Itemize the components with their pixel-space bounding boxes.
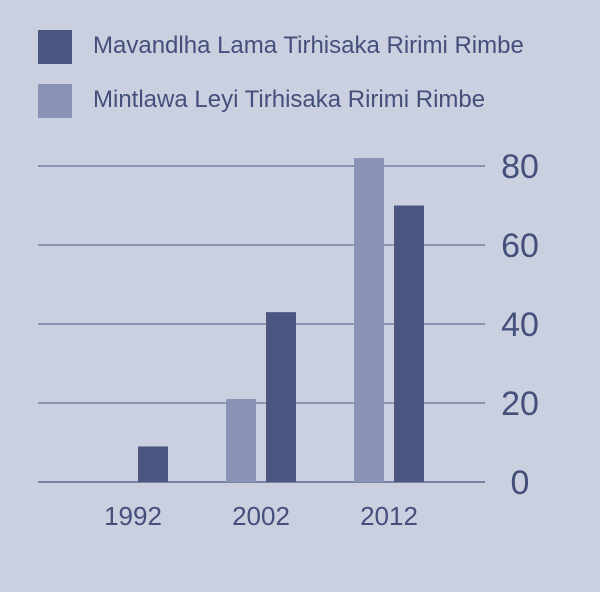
legend-swatch-councils — [38, 30, 72, 64]
x-tick-label-2002: 2002 — [232, 501, 290, 531]
legend-label-groups: Mintlawa Leyi Tirhisaka Ririmi Rimbe — [93, 86, 486, 113]
y-axis-ticks: 0 20 40 60 80 — [501, 148, 539, 502]
bar-2012-series-0 — [354, 158, 384, 482]
bars — [138, 158, 424, 482]
x-tick-label-1992: 1992 — [104, 501, 162, 531]
y-tick-label-20: 20 — [501, 385, 539, 423]
bar-2012-series-1 — [394, 205, 424, 482]
x-tick-label-2012: 2012 — [360, 501, 418, 531]
bar-2002-series-1 — [266, 312, 296, 482]
y-tick-label-60: 60 — [501, 227, 539, 265]
bar-2002-series-0 — [226, 399, 256, 482]
legend-label-councils: Mavandlha Lama Tirhisaka Ririmi Rimbe — [93, 32, 524, 59]
y-tick-label-40: 40 — [501, 306, 539, 344]
x-axis-ticks: 1992 2002 2012 — [104, 501, 418, 531]
y-tick-label-0: 0 — [511, 464, 530, 502]
bar-1992-series-1 — [138, 446, 168, 482]
legend-swatch-groups — [38, 84, 72, 118]
y-tick-label-80: 80 — [501, 148, 539, 186]
